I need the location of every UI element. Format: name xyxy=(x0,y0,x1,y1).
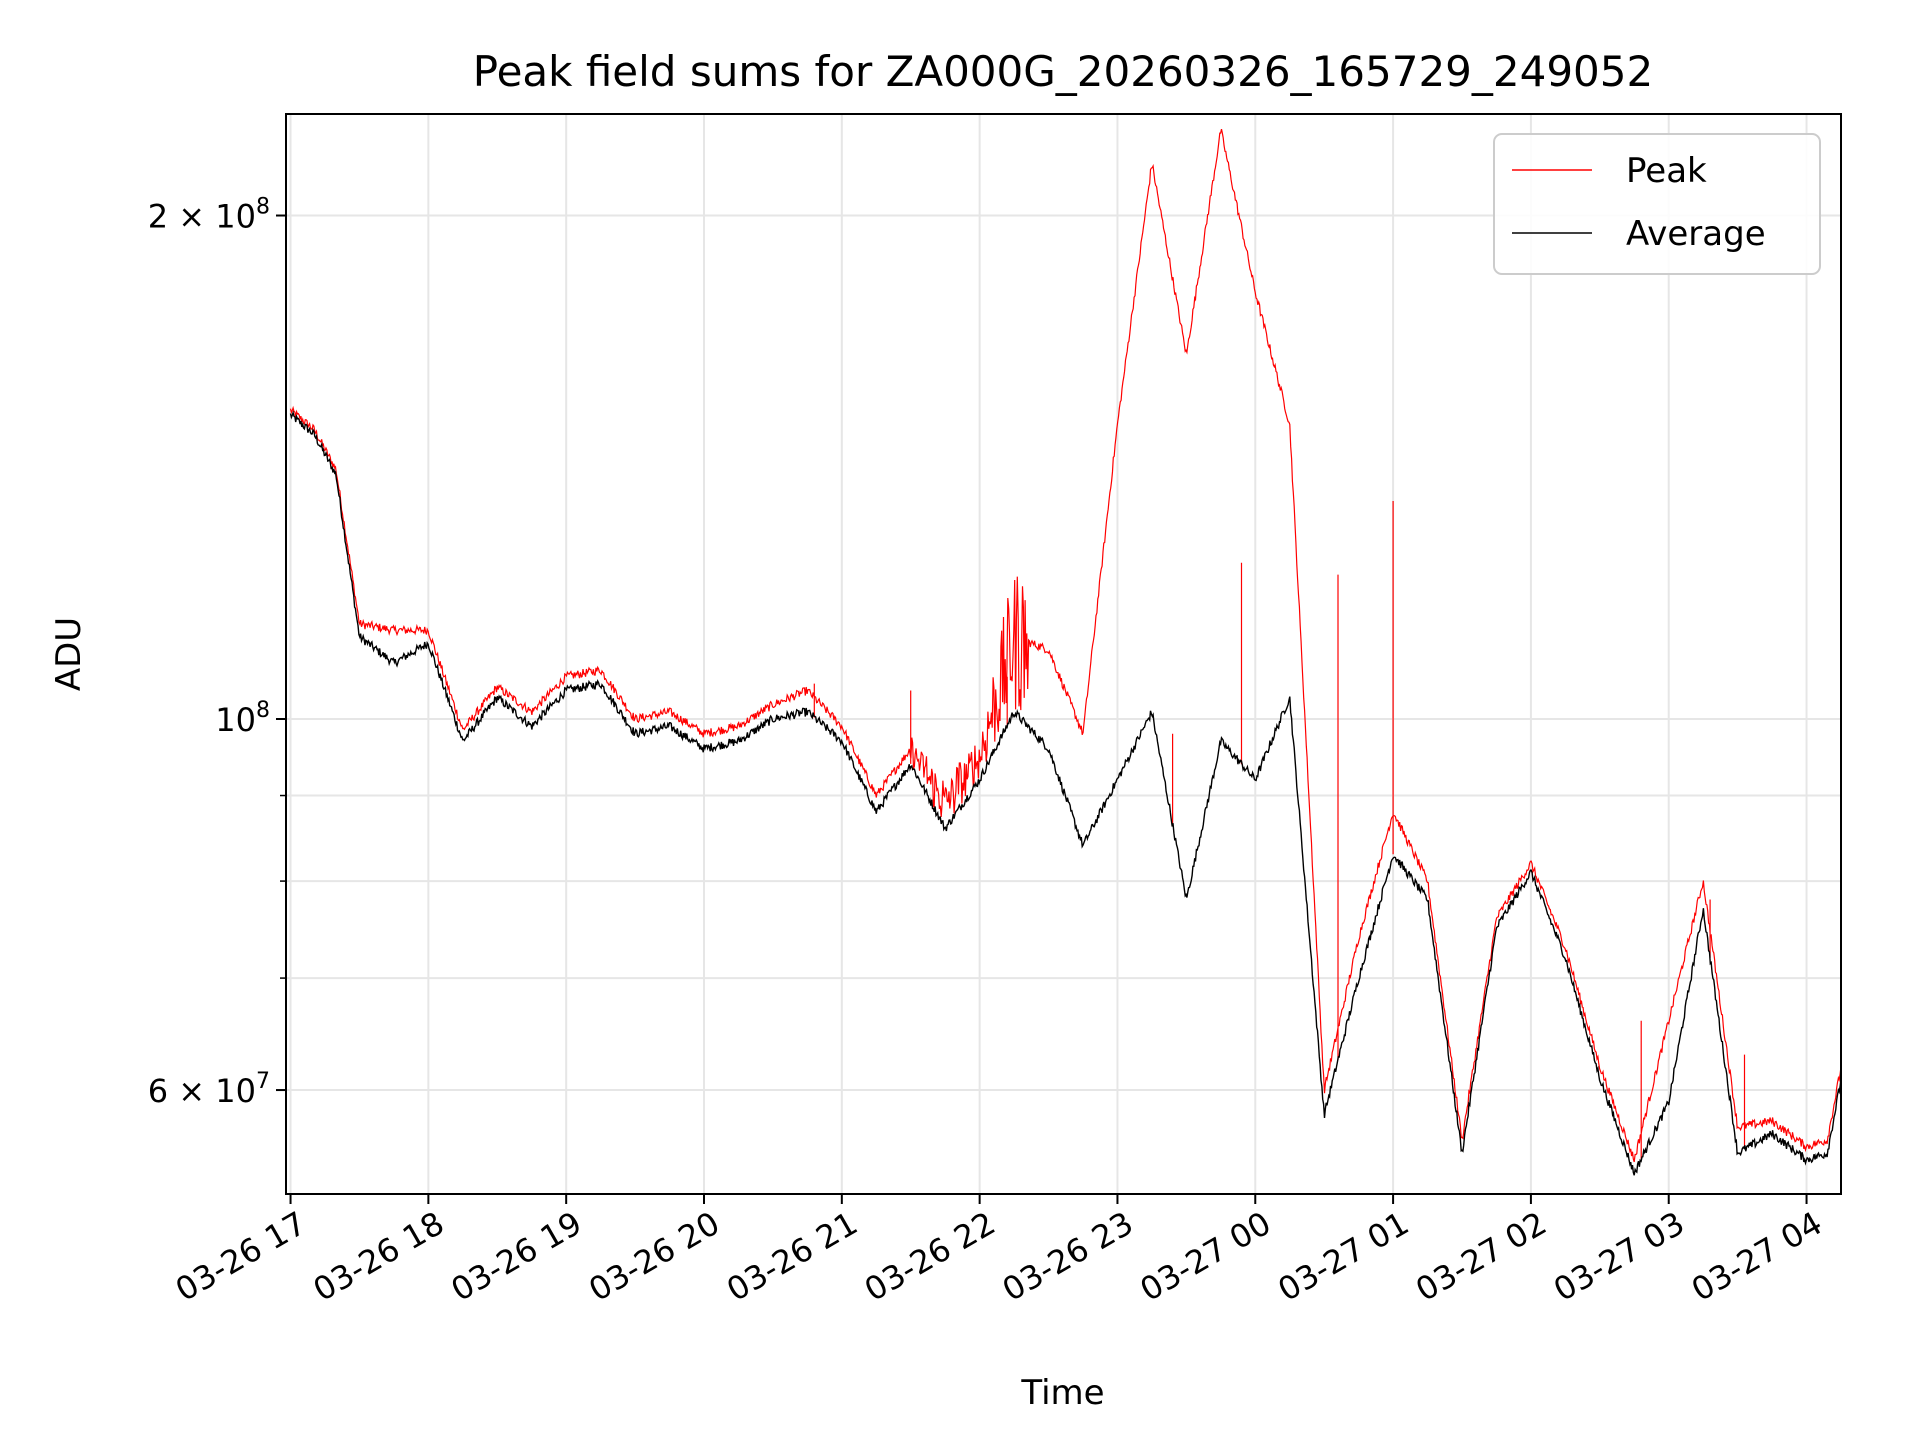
legend-box xyxy=(1493,133,1821,275)
x-tick-label: 03-26 19 xyxy=(445,1204,589,1309)
x-tick-label: 03-26 23 xyxy=(996,1204,1140,1309)
y-axis: 6 × 107 108 2 × 108 xyxy=(148,195,286,1110)
legend-peak-label: Peak xyxy=(1626,151,1707,191)
series-line-average xyxy=(289,410,1841,1176)
chart-title: Peak field sums for ZA000G_20260326_1657… xyxy=(473,47,1653,96)
x-tick-label: 03-26 21 xyxy=(720,1204,864,1309)
x-tick-label: 03-27 03 xyxy=(1547,1204,1691,1309)
x-axis-title: Time xyxy=(1020,1373,1104,1413)
x-tick-label: 03-26 20 xyxy=(582,1204,726,1309)
plot-frame xyxy=(285,113,1842,1195)
x-tick-label: 03-27 02 xyxy=(1409,1204,1553,1309)
y-tick-label: 6 × 107 xyxy=(148,1069,270,1110)
y-tick-label: 108 xyxy=(215,698,270,739)
x-tick-label: 03-26 22 xyxy=(858,1204,1002,1309)
legend-average-label: Average xyxy=(1626,214,1766,254)
x-tick-label: 03-27 01 xyxy=(1271,1204,1415,1309)
x-tick-label: 03-26 18 xyxy=(307,1204,451,1309)
x-tick-label: 03-27 04 xyxy=(1685,1204,1829,1309)
legend: Peak Average xyxy=(1493,133,1821,275)
grid-lines xyxy=(286,114,1841,1194)
x-tick-label: 03-27 00 xyxy=(1134,1204,1278,1309)
y-tick-label: 2 × 108 xyxy=(148,195,270,236)
x-tick-label: 03-26 17 xyxy=(169,1204,313,1309)
series-line-peak xyxy=(289,128,1841,1163)
y-axis-title: ADU xyxy=(49,617,89,691)
